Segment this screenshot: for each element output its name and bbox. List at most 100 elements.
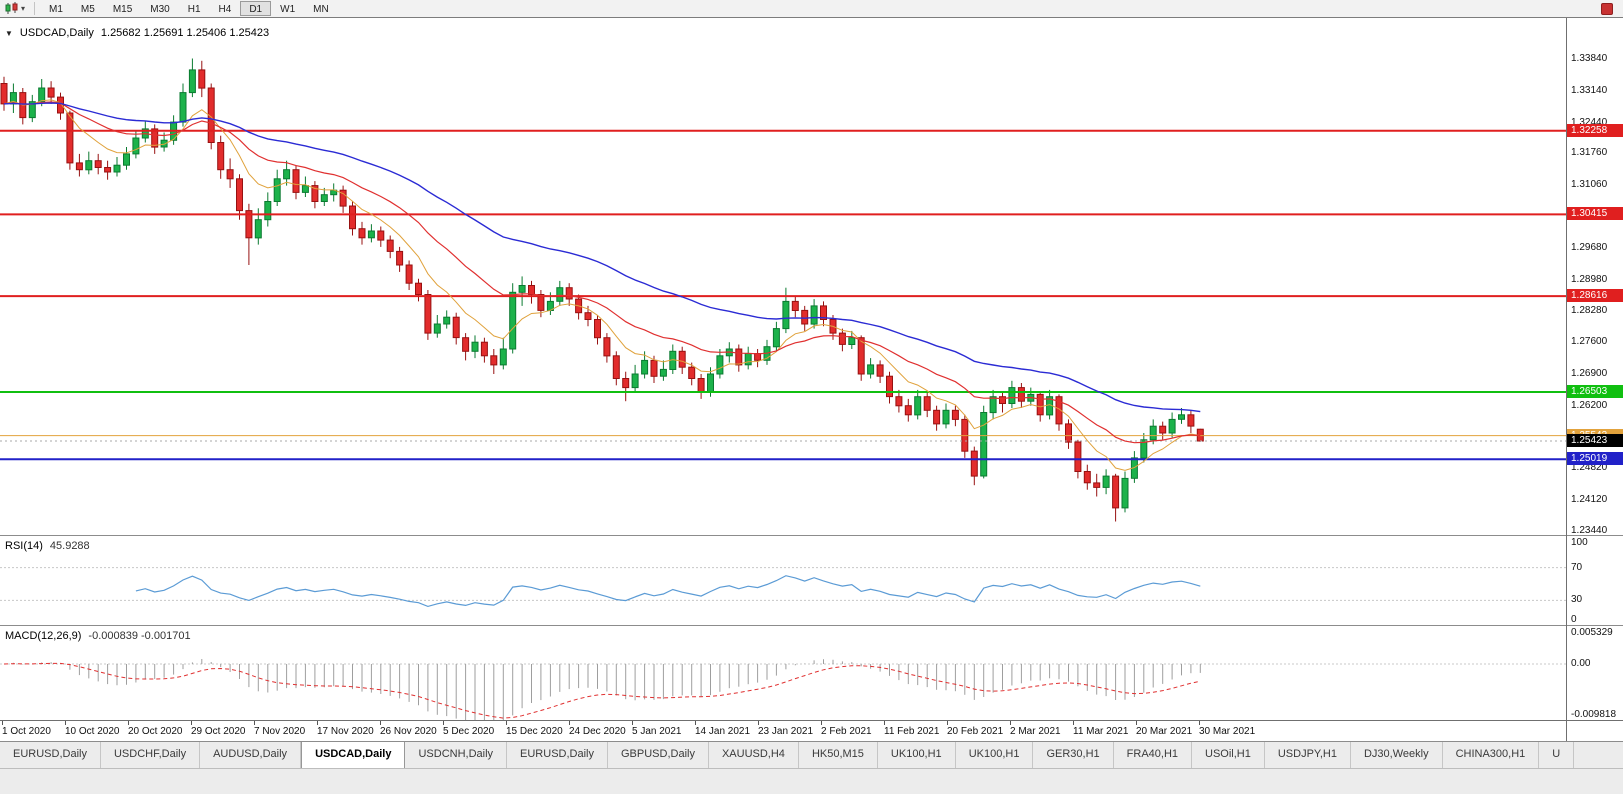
chart-tab-audusd-daily[interactable]: AUDUSD,Daily (200, 742, 302, 768)
macd-label: MACD(12,26,9) (5, 630, 82, 642)
macd-axis-label: 0.00 (1571, 658, 1591, 669)
timeframe-button-m30[interactable]: M30 (150, 4, 170, 15)
price-scale[interactable]: 1.338401.331401.324401.317601.310601.303… (1567, 18, 1623, 535)
chart-tab-usdjpy-h1[interactable]: USDJPY,H1 (1265, 742, 1351, 768)
rsi-axis-label: 30 (1571, 594, 1583, 605)
candlestick-chart[interactable]: ▼ USDCAD,Daily 1.25682 1.25691 1.25406 1… (0, 18, 1566, 535)
timeframe-button-m15[interactable]: M15 (112, 4, 133, 15)
time-axis-label: 2 Feb 2021 (821, 726, 872, 737)
chart-tab-uk100-h1[interactable]: UK100,H1 (878, 742, 956, 768)
macd-panel: MACD(12,26,9) -0.000839 -0.001701 0.0053… (0, 625, 1623, 720)
price-axis-label: 1.29680 (1571, 242, 1608, 253)
chart-tab-xauusd-h4[interactable]: XAUUSD,H4 (709, 742, 799, 768)
macd-scale[interactable]: 0.005329 0.00 -0.009818 (1567, 627, 1623, 720)
price-axis-label: 1.23440 (1571, 525, 1608, 535)
time-axis-tick (1136, 721, 1137, 725)
time-axis-label: 30 Mar 2021 (1199, 726, 1256, 737)
time-axis-tick (1073, 721, 1074, 725)
price-axis-label: 1.24820 (1571, 462, 1608, 473)
rsi-value: 45.9288 (49, 540, 90, 552)
macd-axis-label: -0.009818 (1571, 709, 1617, 720)
candlestick-tool-icon[interactable] (4, 2, 20, 15)
chart-tab-china300-h1[interactable]: CHINA300,H1 (1443, 742, 1540, 768)
time-axis-tick (1199, 721, 1200, 725)
level-price-box: 1.28616 (1567, 289, 1623, 302)
price-axis-label: 1.31060 (1571, 179, 1608, 190)
price-scale-divider (1566, 18, 1567, 741)
timeframe-button-w1[interactable]: W1 (280, 4, 296, 15)
price-axis-label: 1.33140 (1571, 85, 1608, 96)
macd-axis-label: 0.005329 (1571, 627, 1613, 638)
time-axis-label: 14 Jan 2021 (695, 726, 751, 737)
timeframe-button-h4[interactable]: H4 (218, 4, 232, 15)
rsi-plot[interactable]: RSI(14) 45.9288 (0, 537, 1566, 625)
time-axis-label: 10 Oct 2020 (65, 726, 120, 737)
time-axis-tick (947, 721, 948, 725)
price-axis-label: 1.28980 (1571, 274, 1608, 285)
timeframe-button-m1[interactable]: M1 (49, 4, 63, 15)
symbol-period-label: USDCAD,Daily (19, 27, 94, 39)
time-axis-tick (443, 721, 444, 725)
chart-tab-fra40-h1[interactable]: FRA40,H1 (1114, 742, 1193, 768)
chart-tab-ger30-h1[interactable]: GER30,H1 (1033, 742, 1114, 768)
chart-tab-usdcnh-daily[interactable]: USDCNH,Daily (405, 742, 508, 768)
time-axis[interactable]: 1 Oct 2020 10 Oct 2020 20 Oct 2020 29 Oct 2… (0, 720, 1623, 741)
price-axis-label: 1.33840 (1571, 53, 1608, 64)
toolbar-right-icon[interactable] (1601, 2, 1613, 15)
chart-header: ▼ USDCAD,Daily 1.25682 1.25691 1.25406 1… (5, 27, 269, 39)
macd-values: -0.000839 -0.001701 (88, 630, 191, 642)
chart-type-dropdown-icon[interactable]: ▾ (21, 4, 26, 13)
macd-plot[interactable]: MACD(12,26,9) -0.000839 -0.001701 (0, 627, 1566, 720)
timeframe-button-h1[interactable]: H1 (187, 4, 201, 15)
price-axis-label: 1.31760 (1571, 147, 1608, 158)
rsi-axis-label: 70 (1571, 562, 1583, 573)
rsi-header: RSI(14) 45.9288 (5, 540, 90, 552)
chart-tab-usoil-h1[interactable]: USOil,H1 (1192, 742, 1265, 768)
time-axis-tick (1010, 721, 1011, 725)
chart-tab-usdchf-daily[interactable]: USDCHF,Daily (101, 742, 201, 768)
chart-tab-eurusd-daily[interactable]: EURUSD,Daily (507, 742, 608, 768)
price-axis-label: 1.28280 (1571, 305, 1608, 316)
level-price-box: 1.26503 (1567, 385, 1623, 398)
chart-tab-dj30-weekly[interactable]: DJ30,Weekly (1351, 742, 1443, 768)
price-axis-label: 1.26200 (1571, 400, 1608, 411)
ohlc-values: 1.25682 1.25691 1.25406 1.25423 (100, 27, 270, 39)
time-axis-tick (821, 721, 822, 725)
main-chart-panel: ▼ USDCAD,Daily 1.25682 1.25691 1.25406 1… (0, 18, 1623, 535)
timeframe-button-d1[interactable]: D1 (240, 1, 272, 16)
chart-tab-usdcad-daily[interactable]: USDCAD,Daily (301, 742, 406, 768)
time-axis-tick (569, 721, 570, 725)
status-bar (0, 768, 1623, 794)
price-axis-label: 1.32440 (1571, 117, 1608, 128)
price-axis-label: 1.24120 (1571, 494, 1608, 505)
chart-tab-eurusd-daily[interactable]: EURUSD,Daily (0, 742, 101, 768)
time-axis-tick (632, 721, 633, 725)
chart-tab-gbpusd-daily[interactable]: GBPUSD,Daily (608, 742, 709, 768)
price-axis-label: 1.26900 (1571, 368, 1608, 379)
time-axis-tick (128, 721, 129, 725)
chart-tab-uk100-h1[interactable]: UK100,H1 (956, 742, 1034, 768)
rsi-panel: RSI(14) 45.9288 100 70 30 0 (0, 535, 1623, 625)
rsi-axis-label: 100 (1571, 537, 1588, 548)
time-axis-tick (695, 721, 696, 725)
expand-arrow-icon[interactable]: ▼ (5, 28, 13, 38)
timeframe-toolbar: ▾ M1 M5 M15 M30 H1 H4 D1 W1 MN (0, 0, 1623, 18)
time-axis-tick (884, 721, 885, 725)
chart-tab-hk50-m15[interactable]: HK50,M15 (799, 742, 878, 768)
time-axis-label: 17 Nov 2020 (317, 726, 374, 737)
timeframe-button-mn[interactable]: MN (313, 4, 329, 15)
time-axis-tick (758, 721, 759, 725)
time-axis-tick (254, 721, 255, 725)
rsi-scale[interactable]: 100 70 30 0 (1567, 537, 1623, 625)
timeframe-button-m5[interactable]: M5 (80, 4, 95, 15)
time-axis-label: 15 Dec 2020 (506, 726, 563, 737)
level-price-box: 1.30415 (1567, 207, 1623, 220)
time-axis-label: 26 Nov 2020 (380, 726, 437, 737)
time-axis-label: 20 Feb 2021 (947, 726, 1004, 737)
time-axis-tick (2, 721, 3, 725)
time-axis-label: 5 Dec 2020 (443, 726, 495, 737)
level-price-box: 1.32258 (1567, 124, 1623, 137)
time-axis-label: 24 Dec 2020 (569, 726, 626, 737)
toolbar-separator (34, 2, 36, 15)
chart-tab-u[interactable]: U (1539, 742, 1575, 768)
